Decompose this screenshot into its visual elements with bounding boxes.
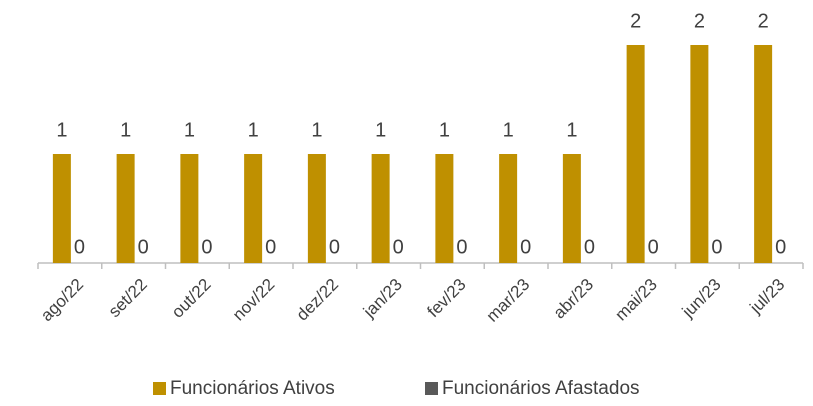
x-tick-label: dez/22 xyxy=(293,275,343,325)
bar xyxy=(754,45,773,263)
x-tick-label: out/22 xyxy=(168,275,215,322)
legend-swatch xyxy=(153,382,166,395)
bar xyxy=(690,45,709,263)
x-tick-label: nov/22 xyxy=(229,275,279,325)
data-label: 0 xyxy=(584,236,595,258)
x-tick-label: set/22 xyxy=(105,275,151,321)
bar xyxy=(116,154,135,263)
data-label: 0 xyxy=(138,236,149,258)
data-label: 1 xyxy=(120,119,131,141)
bar xyxy=(371,154,390,263)
data-label: 0 xyxy=(329,236,340,258)
bar xyxy=(307,154,326,263)
data-label: 1 xyxy=(375,119,386,141)
data-label: 1 xyxy=(184,119,195,141)
legend-swatch xyxy=(425,382,438,395)
data-label: 2 xyxy=(630,10,641,32)
x-tick-label: ago/22 xyxy=(37,275,87,325)
bar xyxy=(180,154,199,263)
data-label: 0 xyxy=(265,236,276,258)
data-label: 0 xyxy=(456,236,467,258)
data-label: 0 xyxy=(201,236,212,258)
x-tick-label: jun/23 xyxy=(678,275,725,322)
bar xyxy=(244,154,263,263)
x-tick-label: mar/23 xyxy=(483,275,534,326)
bar xyxy=(562,154,581,263)
x-tick-label: jan/23 xyxy=(359,275,406,322)
legend-label: Funcionários Afastados xyxy=(442,378,640,399)
data-label: 1 xyxy=(503,119,514,141)
data-label: 1 xyxy=(248,119,259,141)
data-label: 1 xyxy=(311,119,322,141)
legend-label: Funcionários Ativos xyxy=(170,378,335,399)
data-label: 1 xyxy=(56,119,67,141)
data-label: 1 xyxy=(439,119,450,141)
data-label: 0 xyxy=(775,236,786,258)
data-label: 1 xyxy=(566,119,577,141)
data-label: 0 xyxy=(711,236,722,258)
x-tick-label: abr/23 xyxy=(550,275,598,323)
x-tick-label: mai/23 xyxy=(611,275,661,325)
x-tick-label: jul/23 xyxy=(746,275,789,318)
bar xyxy=(626,45,645,263)
data-label: 0 xyxy=(520,236,531,258)
bar xyxy=(435,154,454,263)
bar xyxy=(52,154,71,263)
bar xyxy=(499,154,518,263)
data-label: 0 xyxy=(74,236,85,258)
data-label: 2 xyxy=(758,10,769,32)
x-tick-label: fev/23 xyxy=(424,275,470,321)
data-label: 2 xyxy=(694,10,705,32)
data-label: 0 xyxy=(393,236,404,258)
data-label: 0 xyxy=(648,236,659,258)
